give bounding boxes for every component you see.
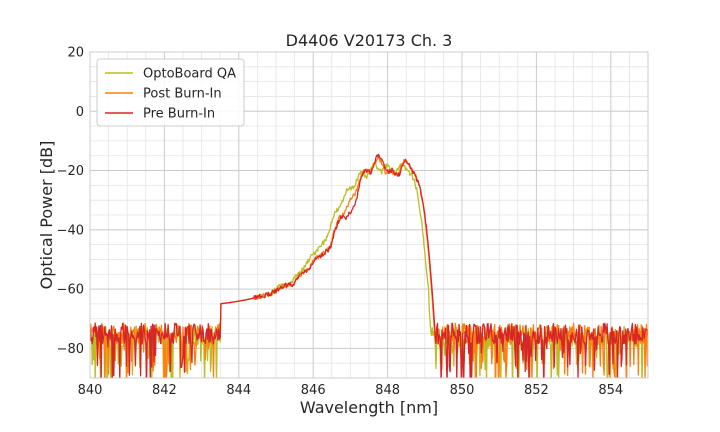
y-axis-label: Optical Power [dB] bbox=[37, 141, 56, 290]
legend-label: Pre Burn-In bbox=[143, 107, 215, 122]
x-tick-label: 842 bbox=[152, 383, 177, 398]
y-axis-ticks: 20 0 −20 −40 −60 −80 bbox=[57, 46, 84, 357]
y-tick-label: −80 bbox=[57, 342, 84, 357]
series-layer bbox=[90, 153, 648, 378]
x-tick-label: 848 bbox=[375, 383, 400, 398]
x-tick-label: 844 bbox=[226, 383, 251, 398]
x-tick-label: 852 bbox=[524, 383, 549, 398]
chart-title: D4406 V20173 Ch. 3 bbox=[286, 31, 453, 50]
series-line-pre-burn-in bbox=[90, 153, 648, 378]
x-tick-label: 854 bbox=[598, 383, 623, 398]
x-tick-label: 850 bbox=[450, 383, 475, 398]
y-tick-label: −40 bbox=[57, 223, 84, 238]
y-tick-label: −60 bbox=[57, 283, 84, 298]
x-axis-ticks: 840 842 844 846 848 850 852 854 bbox=[78, 383, 624, 398]
x-axis-label: Wavelength [nm] bbox=[300, 398, 438, 417]
plot-frame bbox=[89, 51, 649, 379]
y-tick-label: 20 bbox=[67, 46, 84, 61]
legend-label: Post Burn-In bbox=[143, 87, 222, 102]
x-tick-label: 840 bbox=[78, 383, 103, 398]
legend-label: OptoBoard QA bbox=[143, 67, 236, 82]
y-tick-label: −20 bbox=[57, 164, 84, 179]
legend: OptoBoard QA Post Burn-In Pre Burn-In bbox=[96, 58, 245, 127]
y-tick-label: 0 bbox=[76, 105, 84, 120]
x-tick-label: 846 bbox=[301, 383, 326, 398]
legend-box bbox=[96, 58, 245, 127]
